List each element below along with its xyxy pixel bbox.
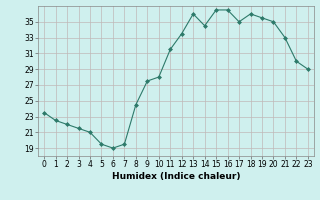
X-axis label: Humidex (Indice chaleur): Humidex (Indice chaleur) <box>112 172 240 181</box>
